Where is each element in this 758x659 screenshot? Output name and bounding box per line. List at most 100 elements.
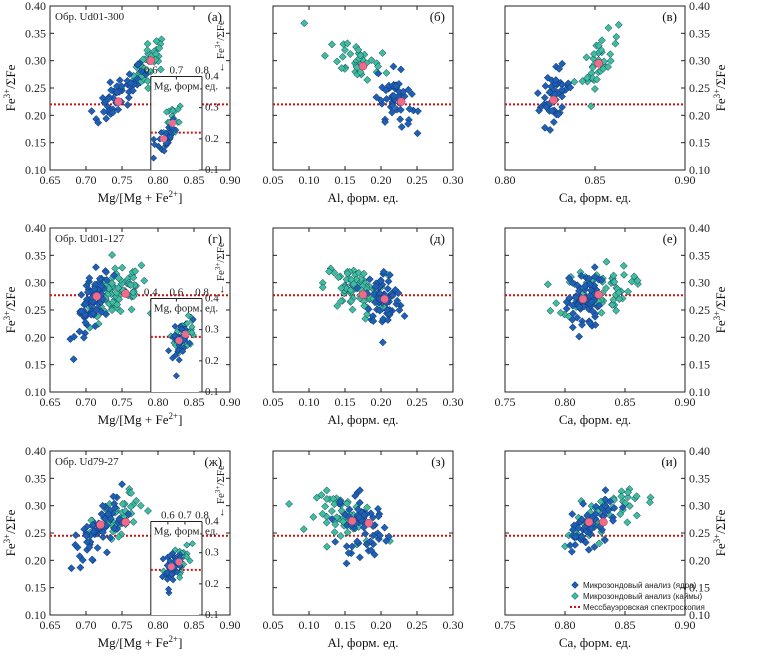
rim-point [143,39,152,48]
core-point [344,549,353,557]
core-point [88,555,97,564]
inset-x-tick-label: 0.8 [195,287,209,299]
core-point [83,288,92,297]
rim-point [334,273,343,282]
core-point [123,101,132,109]
rim-point [599,64,608,73]
inset-y-tick-label: 0.1 [205,164,219,176]
rim-point [590,50,598,58]
rim-point [129,273,138,282]
core-point [379,267,388,276]
rim-point [338,52,347,61]
rim-point [94,319,103,328]
core-point [97,282,106,290]
core-point [577,271,586,280]
rim-point [612,32,621,41]
rim-point [343,39,352,48]
inset-core-point [163,575,171,583]
core-point [575,303,584,311]
sample-label: Обр. Ud79-27 [55,456,119,468]
x-axis-label: Al, форм. ед. [328,412,399,427]
y-tick-label: 0.40 [25,444,46,458]
x-tick-label: 0.30 [443,618,464,632]
core-point [609,516,617,525]
core-point [569,309,578,318]
y-tick-label: 0.10 [689,163,710,177]
rim-point [583,73,592,82]
x-tick-label: 0.80 [148,395,169,409]
core-point [581,538,590,547]
core-point [590,263,599,272]
core-point [551,76,560,84]
inset-x-label: Mg, форм. ед. [154,526,219,538]
y-tick-label: 0.30 [689,276,710,290]
core-point [341,510,350,519]
core-point [367,546,376,555]
inset-y-tick-label: 0.1 [205,386,219,398]
legend-moss-label: Мессбауэровская спектроскопия [583,603,705,612]
inset-mean-marker [167,563,175,571]
core-point [342,559,351,568]
core-point [110,499,119,508]
data-points [505,20,685,134]
core-point [385,532,393,541]
inset-core-point [171,351,180,359]
x-tick-label: 0.85 [585,173,606,187]
core-point [413,107,422,116]
inset-x-tick-label: 0.7 [170,65,184,77]
rim-point [116,307,125,316]
rim-point [337,506,346,515]
core-point [115,76,124,85]
core-point [82,531,91,540]
rim-point [140,276,149,285]
panel-label: (б) [430,9,445,24]
mean-marker [599,517,608,527]
x-tick-label: 0.85 [184,395,205,409]
x-tick-label: 0.70 [76,618,97,632]
rim-point [619,261,628,270]
core-point [575,332,584,341]
core-point [101,514,110,523]
inset-rim-point [174,105,182,113]
sample-label: Обр. Ud01-127 [55,233,125,245]
x-tick-label: 0.10 [299,173,320,187]
x-tick-label: 0.90 [220,395,241,409]
rim-point [645,498,654,507]
y-tick-label: 0.20 [689,108,710,122]
panel-label: (г) [208,231,222,246]
inset-core-point [150,154,158,162]
core-point [381,118,389,126]
inset-y-tick-label: 0.4 [205,71,219,83]
y-tick-label: 0.40 [689,444,710,458]
core-point [102,114,111,123]
y-tick-label: 0.40 [25,0,46,13]
core-point [106,533,115,542]
rim-point [604,62,613,71]
core-point [540,93,549,102]
y-tick-label: 0.20 [689,330,710,344]
core-point [364,305,373,314]
core-point [549,118,558,127]
x-tick-label: 0.10 [299,395,320,409]
x-axis-label: Ca, форм. ед. [559,412,631,427]
rim-point [543,280,552,289]
panel-label: (в) [662,9,677,24]
y-tick-label: 0.15 [25,581,46,595]
inset-core-point [189,315,197,323]
inset-points [150,540,202,597]
x-tick-label: 0.30 [443,395,464,409]
core-point [69,355,78,364]
rim-point [587,102,596,111]
rim-point [322,518,331,527]
inset-x-tick-label: 0.7 [178,510,192,522]
inset-rim-point [186,557,194,565]
core-point [584,545,593,554]
inset-x-tick-label: 0.8 [195,65,209,77]
core-point [376,276,385,285]
inset-y-label: ← Fe3+/ΣFe [214,242,227,295]
rim-point [285,500,294,508]
x-axis-label: Mg/[Mg + Fe2+] [98,411,183,427]
rim-point [582,53,591,62]
y-tick-label: 0.15 [25,136,46,150]
rim-point [330,500,339,509]
